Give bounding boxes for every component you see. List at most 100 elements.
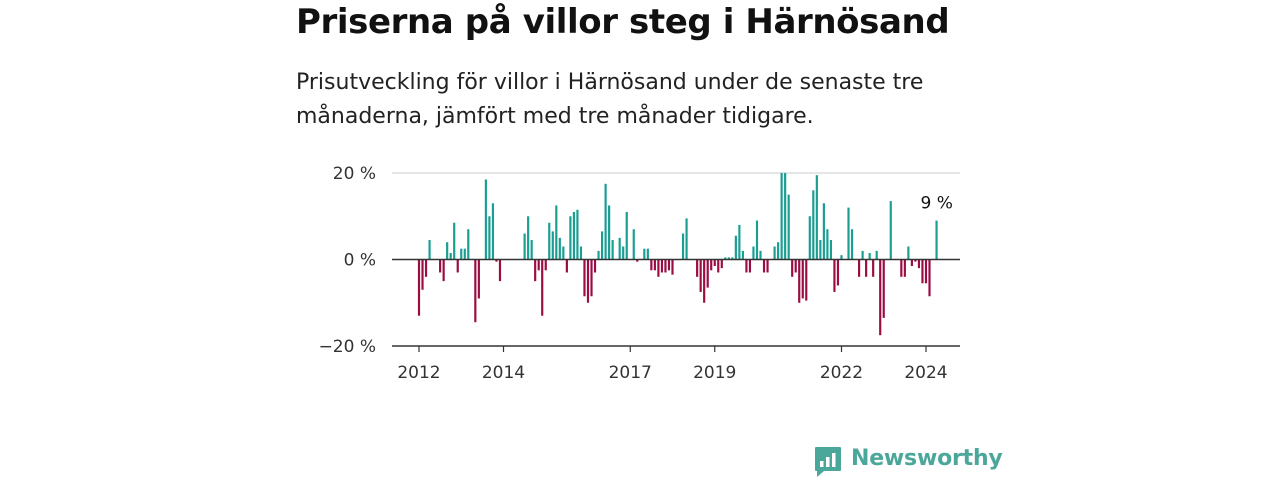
y-tick-label: −20 % (319, 337, 376, 357)
bar (727, 257, 730, 260)
bar (822, 203, 825, 260)
bar (449, 253, 452, 260)
bar (530, 240, 533, 260)
bar (608, 205, 611, 260)
brand-name: Newsworthy (851, 446, 1003, 471)
bar (586, 259, 590, 303)
bar (579, 246, 583, 260)
bar (935, 220, 938, 260)
bar (622, 246, 625, 260)
bar (812, 190, 815, 260)
bar (875, 250, 878, 260)
x-tick-label: 2014 (482, 363, 525, 383)
bar (791, 259, 794, 277)
bar (833, 259, 836, 292)
bar (653, 259, 656, 271)
bar (484, 179, 487, 260)
bar (794, 259, 797, 273)
bar (625, 211, 628, 260)
bar (495, 259, 498, 262)
bar (555, 205, 558, 260)
x-tick-label: 2012 (397, 363, 440, 383)
bar (664, 259, 667, 273)
bar (463, 248, 466, 260)
bar (488, 216, 491, 260)
bar (453, 222, 456, 260)
bar (847, 207, 850, 260)
bar (801, 259, 804, 299)
bar (565, 259, 568, 273)
bar (745, 259, 748, 273)
bar (671, 259, 674, 275)
bar (523, 233, 526, 260)
bar (861, 250, 864, 260)
y-tick-label: 0 % (344, 251, 376, 271)
bar (755, 220, 759, 260)
bar (491, 203, 495, 260)
bar (474, 259, 477, 323)
bar (417, 259, 421, 316)
bar (710, 259, 713, 271)
bar (889, 201, 892, 260)
bar (600, 231, 604, 260)
bar (910, 259, 913, 266)
chart-subtitle: Prisutveckling för villor i Härnösand un… (296, 70, 924, 129)
bar (706, 259, 709, 288)
bar (826, 229, 829, 260)
bar (720, 259, 723, 269)
bar (703, 259, 706, 303)
bar (424, 259, 428, 277)
bar (879, 259, 882, 336)
bar (597, 250, 600, 260)
bar (534, 259, 537, 282)
bar (921, 259, 924, 284)
bar (667, 259, 671, 271)
bar (527, 216, 530, 260)
bar (808, 216, 811, 260)
bar (632, 229, 635, 260)
bar (924, 259, 928, 284)
bar (421, 259, 424, 290)
bar (699, 259, 702, 292)
bar (643, 248, 646, 260)
axes (392, 258, 960, 352)
bar (498, 259, 502, 282)
bar (660, 259, 664, 273)
bar (815, 175, 818, 260)
bar (583, 259, 586, 297)
bar (752, 246, 755, 260)
bar (569, 216, 572, 260)
bar (562, 246, 565, 260)
bar (731, 257, 734, 260)
bar (850, 229, 854, 260)
bar (829, 240, 833, 260)
bar (541, 259, 544, 316)
bar (805, 259, 808, 301)
bar (903, 259, 906, 277)
bar (917, 259, 921, 269)
bar (713, 259, 716, 266)
bar (900, 259, 903, 277)
bar (882, 259, 885, 318)
bar (460, 248, 463, 260)
bar (928, 259, 931, 297)
bar (872, 259, 875, 277)
y-tick-label: 20 % (333, 164, 376, 184)
bar (657, 259, 660, 277)
newsworthy-brand[interactable]: Newsworthy (814, 446, 1003, 480)
bar (766, 259, 769, 273)
bar (724, 257, 727, 260)
bar (717, 259, 720, 273)
bar (611, 240, 614, 260)
bar (914, 259, 917, 262)
bar (442, 259, 445, 282)
bar (590, 259, 593, 297)
bar (734, 235, 737, 260)
bar (685, 218, 688, 260)
bar (840, 255, 843, 260)
bar (537, 259, 540, 271)
bar (604, 183, 607, 260)
bar (681, 233, 685, 260)
bar (467, 229, 470, 260)
